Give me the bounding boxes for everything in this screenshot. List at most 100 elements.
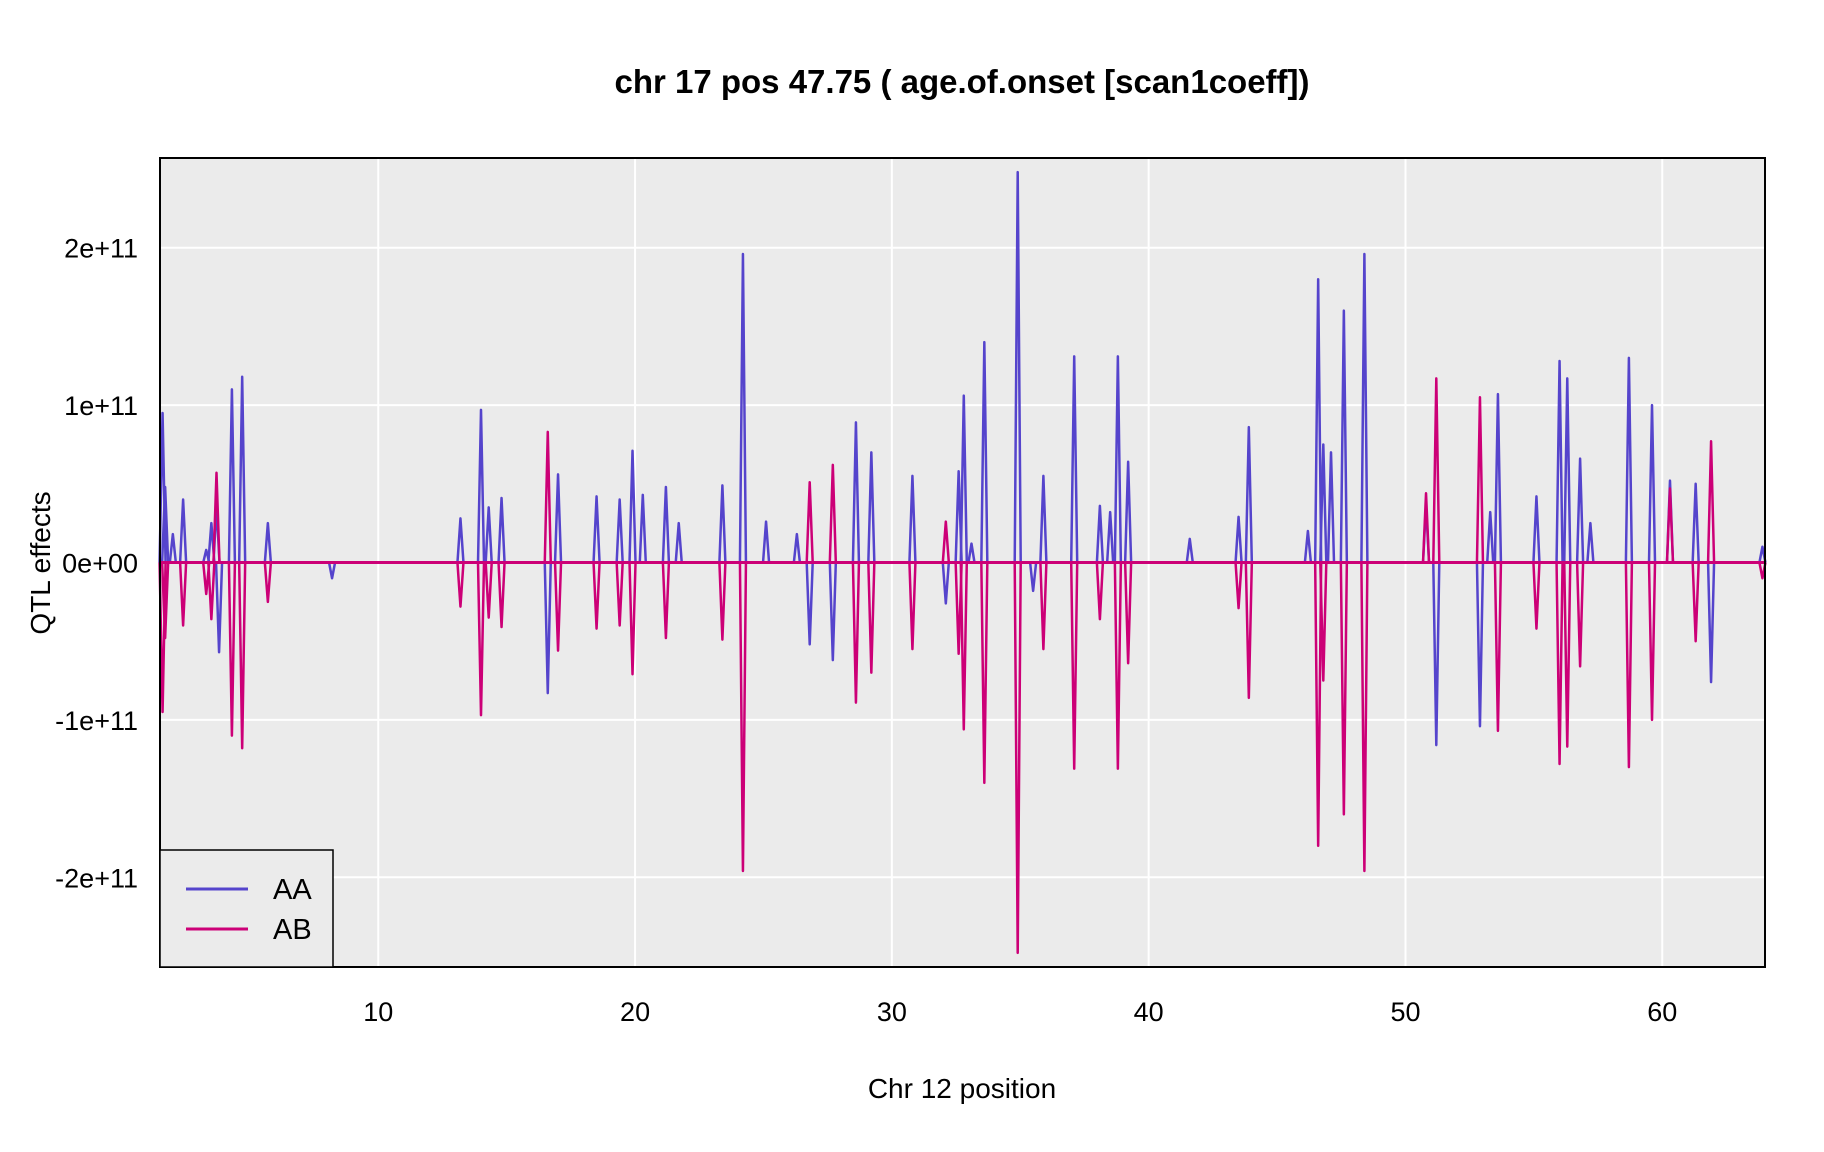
series-ab-spike xyxy=(212,471,221,563)
series-ab-spike xyxy=(237,562,247,750)
series-aa-spike xyxy=(1706,562,1716,684)
series-aa-spike xyxy=(638,493,648,563)
series-aa-spike xyxy=(497,496,506,563)
series-ab-spike xyxy=(718,562,727,641)
x-tick-label: 20 xyxy=(620,997,650,1027)
series-aa-spike xyxy=(959,394,969,563)
series-ab-spike xyxy=(497,562,506,629)
legend-box xyxy=(159,849,334,968)
series-aa-spike xyxy=(553,473,563,563)
series-ab-spike xyxy=(1069,562,1079,770)
y-axis-label: QTL effects xyxy=(25,491,56,634)
series-aa-spike xyxy=(1105,510,1115,563)
series-ab-spike xyxy=(1234,562,1243,610)
series-ab-spike xyxy=(851,562,861,704)
series-aa-spike xyxy=(227,388,237,563)
series-ab-spike xyxy=(1013,562,1022,955)
series-aa-spike xyxy=(980,340,989,563)
y-tick-label: 1e+11 xyxy=(64,391,138,421)
series-aa-spike xyxy=(1303,529,1313,563)
series-ab-spike xyxy=(805,480,814,563)
series-ab-spike xyxy=(1691,562,1700,643)
series-aa-spike xyxy=(592,495,601,563)
series-layer xyxy=(158,170,1767,955)
series-ab-spike xyxy=(867,562,876,674)
series-aa-spike xyxy=(792,532,802,563)
series-ab-spike xyxy=(1563,562,1572,748)
series-aa-spike xyxy=(805,562,814,646)
series-ab-spike xyxy=(959,562,969,731)
series-ab-spike xyxy=(1624,562,1634,769)
x-tick-label: 60 xyxy=(1647,997,1677,1027)
x-tick-labels: 10 20 30 40 50 60 xyxy=(363,997,1677,1027)
series-aa-spike xyxy=(476,408,486,563)
series-aa-spike xyxy=(1028,562,1038,593)
series-aa-spike xyxy=(1586,521,1595,563)
series-ab-spike xyxy=(908,562,917,651)
series-aa-spike xyxy=(543,562,553,695)
series-ab-spike xyxy=(661,562,671,640)
series-aa-spike xyxy=(237,375,247,563)
series-aa-spike xyxy=(967,542,976,563)
series-ab-spike xyxy=(484,562,493,619)
series-ab-spike xyxy=(1319,562,1328,682)
series-aa-spike xyxy=(1624,356,1634,563)
series-aa-spike xyxy=(1319,443,1328,563)
legend-label-ab: AB xyxy=(273,914,312,946)
series-aa-spike xyxy=(661,485,671,563)
series-aa-spike xyxy=(1069,355,1079,563)
series-ab-spike xyxy=(738,562,748,873)
y-tick-label: -1e+11 xyxy=(55,706,138,736)
series-ab-spike xyxy=(1113,562,1123,770)
series-aa-spike xyxy=(1244,425,1254,563)
series-aa-spike xyxy=(628,449,637,563)
series-ab-spike xyxy=(543,430,553,563)
series-aa-spike xyxy=(615,498,624,563)
series-aa-spike xyxy=(1575,457,1585,563)
chart-title: chr 17 pos 47.75 ( age.of.onset [scan1co… xyxy=(614,63,1309,100)
series-aa-spike xyxy=(1555,359,1564,563)
series-aa-spike xyxy=(327,562,337,580)
series-aa-spike xyxy=(168,532,178,563)
series-aa-spike xyxy=(1039,474,1048,563)
series-aa-spike xyxy=(1475,562,1485,728)
series-aa-spike xyxy=(1493,392,1503,563)
series-ab-spike xyxy=(1647,562,1657,722)
series-aa-spike xyxy=(1339,309,1349,563)
series-ab-spike xyxy=(476,562,486,717)
y-tick-label: 0e+00 xyxy=(62,549,138,579)
series-aa-spike xyxy=(1234,515,1243,563)
series-aa-spike xyxy=(941,562,951,605)
series-ab-spike xyxy=(828,463,838,563)
series-aa-spike xyxy=(867,451,876,563)
y-tick-label: 2e+11 xyxy=(64,234,138,264)
series-aa-spike xyxy=(456,517,465,563)
series-ab-spike xyxy=(1244,562,1254,700)
series-aa-spike xyxy=(738,252,748,563)
y-tick-label: -2e+11 xyxy=(55,863,138,893)
series-ab-spike xyxy=(628,562,637,676)
series-ab-spike xyxy=(1432,377,1441,563)
series-aa-spike xyxy=(1013,170,1022,563)
series-ab-spike xyxy=(1532,562,1541,630)
series-aa-spike xyxy=(178,498,188,563)
series-ab-spike xyxy=(207,562,216,621)
y-tick-labels: 2e+11 1e+11 0e+00 -1e+11 -2e+11 xyxy=(55,234,138,894)
series-ab-spike xyxy=(1665,487,1675,563)
series-ab-spike xyxy=(1575,562,1585,668)
series-ab-spike xyxy=(980,562,989,785)
series-aa-spike xyxy=(1113,355,1123,563)
series-aa-spike xyxy=(851,421,861,563)
x-tick-label: 40 xyxy=(1134,997,1164,1027)
series-ab-spike xyxy=(1475,395,1485,563)
x-tick-label: 10 xyxy=(363,997,393,1027)
series-aa-spike xyxy=(1123,460,1133,563)
legend: AA AB xyxy=(159,849,334,968)
series-aa-spike xyxy=(718,484,727,563)
plot-border xyxy=(159,157,1766,968)
series-aa-spike xyxy=(908,474,917,563)
series-aa-spike xyxy=(1532,495,1541,563)
series-aa-spike xyxy=(160,485,170,563)
series-ab-spike xyxy=(1339,562,1349,816)
